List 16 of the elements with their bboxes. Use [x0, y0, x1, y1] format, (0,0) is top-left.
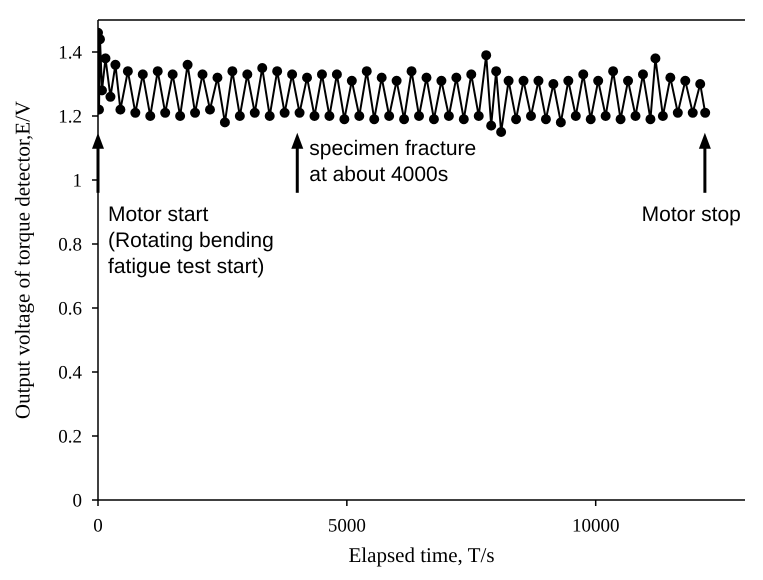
x-tick-label: 10000: [572, 515, 620, 536]
y-axis-title: Output voltage of torque detector,E/V: [10, 100, 34, 420]
y-tick-label: 1.2: [58, 106, 82, 128]
annotation: specimen fracture at about 4000s: [309, 136, 476, 186]
x-axis-title: Elapsed time, T/s: [348, 543, 495, 567]
y-tick-label: 0.2: [58, 426, 82, 448]
y-tick-label: 1.4: [58, 42, 82, 64]
x-tick-label: 0: [93, 515, 103, 536]
y-tick-label: 0.6: [58, 298, 82, 320]
y-tick-label: 1: [72, 170, 82, 192]
y-tick-label: 0.4: [58, 362, 82, 384]
y-tick-label: 0.8: [58, 234, 82, 256]
annotation: Motor stop: [642, 202, 741, 226]
y-tick-label: 0: [72, 490, 82, 512]
annotation: Motor start (Rotating bending fatigue test start): [108, 202, 274, 278]
x-tick-label: 5000: [328, 515, 366, 536]
